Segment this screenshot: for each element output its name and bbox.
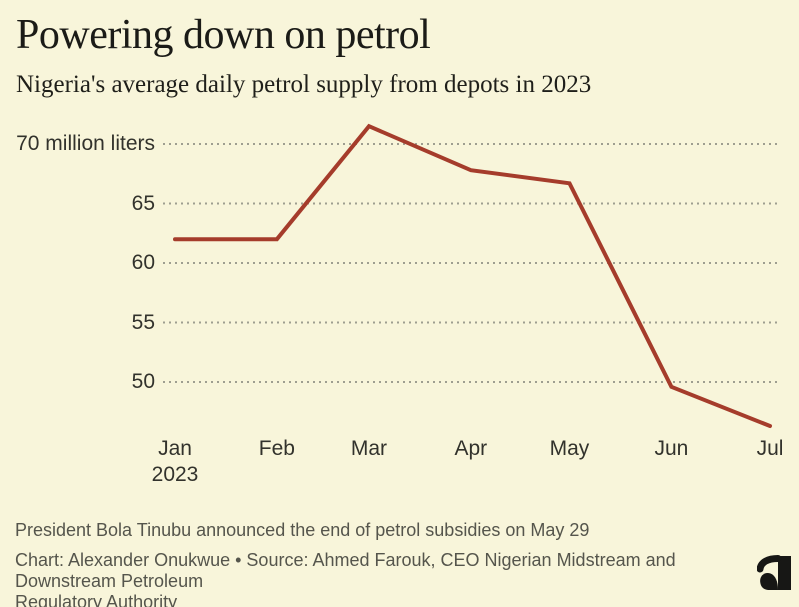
x-tick-month: Jan — [158, 437, 192, 460]
y-tick-label: 65 — [131, 191, 155, 215]
credit-line-1: Chart: Alexander Onukwue • Source: Ahmed… — [15, 550, 676, 591]
x-tick-month: Mar — [350, 437, 388, 460]
x-tick-year: 2023 — [151, 463, 199, 486]
page-title: Powering down on petrol — [16, 12, 431, 58]
x-tick-month: Jul — [756, 437, 784, 460]
credit-line-2: Regulatory Authority — [15, 592, 178, 607]
x-tick-label: Jul — [725, 436, 799, 462]
y-tick-label: 70 million liters — [16, 132, 155, 155]
x-tick-month: May — [549, 437, 590, 460]
x-tick-label: Jan 2023 — [130, 436, 220, 488]
semafor-logo-icon — [757, 555, 791, 590]
chart-annotation: President Bola Tinubu announced the end … — [15, 520, 590, 540]
chart-credit: Chart: Alexander Onukwue • Source: Ahmed… — [15, 550, 760, 607]
x-tick-label: Feb — [232, 436, 322, 462]
supply-line — [173, 123, 772, 428]
x-tick-month: Feb — [258, 437, 295, 460]
x-tick-label: May — [524, 436, 614, 462]
x-tick-label: Apr — [426, 436, 516, 462]
x-tick-label: Jun — [626, 436, 716, 462]
y-tick-label: 60 — [131, 251, 155, 274]
gridlines — [163, 143, 781, 383]
y-axis: 70 million liters 65 60 55 50 — [0, 0, 155, 470]
y-tick-label: 50 — [131, 370, 155, 393]
page-subtitle: Nigeria's average daily petrol supply fr… — [16, 71, 592, 98]
x-tick-label: Mar — [324, 436, 414, 462]
y-tick-label: 55 — [131, 310, 155, 334]
x-tick-month: Apr — [454, 437, 488, 460]
x-tick-month: Jun — [654, 437, 689, 460]
